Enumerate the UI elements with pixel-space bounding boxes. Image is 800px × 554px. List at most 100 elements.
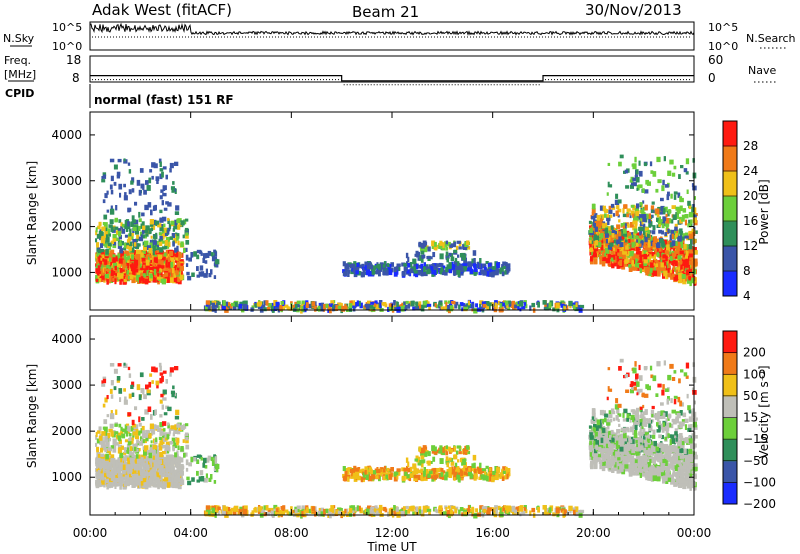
velocity-cell bbox=[141, 462, 146, 467]
velocity-cell bbox=[159, 377, 163, 384]
power-cell bbox=[357, 300, 361, 307]
power-cell bbox=[645, 269, 648, 276]
power-cell bbox=[147, 202, 152, 208]
power-cell bbox=[637, 257, 641, 260]
power-cell bbox=[110, 175, 114, 182]
power-cell bbox=[148, 177, 152, 184]
power-cell bbox=[263, 300, 267, 305]
power-cell bbox=[592, 203, 596, 210]
power-cell bbox=[406, 261, 409, 267]
freq-unit-label: [MHz] bbox=[4, 68, 36, 81]
velocity-cell bbox=[179, 463, 184, 469]
power-cell bbox=[144, 251, 147, 257]
velocity-cell bbox=[110, 458, 113, 464]
power-cell bbox=[160, 189, 164, 193]
velocity-cell bbox=[146, 449, 151, 455]
power-cell bbox=[329, 307, 332, 314]
velocity-cell bbox=[158, 443, 163, 448]
power-cell bbox=[163, 207, 168, 211]
power-cell bbox=[599, 240, 604, 244]
power-cell bbox=[681, 274, 686, 279]
power-cell bbox=[651, 230, 656, 235]
power-cell bbox=[199, 265, 204, 271]
power-cell bbox=[625, 185, 630, 189]
velocity-cell bbox=[107, 447, 112, 451]
velocity-cell bbox=[118, 439, 122, 444]
power-cell bbox=[102, 260, 106, 266]
power-cell bbox=[107, 242, 112, 247]
power-cell bbox=[654, 240, 657, 244]
power-cell bbox=[612, 259, 615, 265]
power-cell bbox=[420, 263, 424, 269]
power-cell bbox=[641, 212, 646, 216]
power-cell bbox=[378, 300, 383, 305]
power-cell bbox=[128, 275, 131, 280]
velocity-cell bbox=[143, 394, 147, 400]
velocity-cell bbox=[174, 458, 177, 464]
velocity-cell bbox=[144, 456, 147, 462]
power-ylabel: Slant Range [km] bbox=[25, 161, 39, 265]
power-cell bbox=[136, 179, 141, 186]
velocity-cell bbox=[203, 457, 207, 464]
velocity-cell bbox=[120, 478, 124, 482]
power-cell bbox=[685, 158, 690, 165]
power-cell bbox=[196, 254, 200, 260]
power-cell bbox=[684, 235, 689, 239]
velocity-cell bbox=[124, 455, 127, 459]
power-cell bbox=[419, 269, 424, 275]
power-cell bbox=[429, 270, 434, 274]
power-cell bbox=[531, 302, 536, 308]
power-cell bbox=[118, 183, 123, 190]
power-cell bbox=[639, 224, 642, 229]
velocity-cell bbox=[164, 449, 168, 454]
power-cell bbox=[185, 233, 189, 239]
power-cell bbox=[130, 232, 134, 237]
power-cell bbox=[167, 217, 170, 221]
power-cell bbox=[115, 205, 118, 211]
power-cell bbox=[96, 233, 100, 239]
power-cell bbox=[127, 236, 132, 241]
velocity-cell bbox=[127, 447, 129, 451]
power-cell bbox=[290, 301, 293, 305]
velocity-cell bbox=[185, 423, 189, 427]
power-cell bbox=[610, 237, 614, 242]
power-cell bbox=[632, 220, 636, 225]
power-cell bbox=[637, 250, 642, 255]
power-cell bbox=[691, 262, 696, 266]
colorbar-segment bbox=[723, 221, 737, 247]
velocity-cell bbox=[126, 443, 131, 449]
power-cell bbox=[152, 262, 156, 267]
power-cell bbox=[159, 168, 164, 172]
power-cell bbox=[650, 205, 655, 210]
power-cell bbox=[112, 241, 117, 246]
velocity-cell bbox=[115, 476, 118, 481]
power-cell bbox=[173, 225, 178, 230]
power-cell bbox=[415, 301, 419, 308]
power-cell bbox=[370, 264, 373, 270]
power-cell bbox=[632, 163, 637, 170]
velocity-cell bbox=[138, 394, 142, 401]
power-cell bbox=[463, 306, 468, 311]
velocity-cell bbox=[157, 459, 162, 465]
velocity-cell bbox=[126, 457, 130, 462]
freq-tick-bottom: 8 bbox=[72, 71, 80, 85]
power-cell bbox=[100, 248, 105, 253]
power-cell bbox=[573, 304, 576, 311]
power-cell bbox=[609, 242, 614, 247]
power-cell bbox=[133, 259, 139, 266]
power-cell bbox=[148, 256, 151, 263]
power-cell bbox=[176, 224, 181, 230]
velocity-cell bbox=[97, 475, 102, 479]
power-cell bbox=[124, 257, 129, 261]
power-cell bbox=[159, 247, 164, 253]
power-cell bbox=[610, 240, 615, 244]
power-cell bbox=[153, 257, 158, 264]
power-cell bbox=[167, 244, 170, 249]
power-cell bbox=[651, 214, 654, 218]
velocity-cell bbox=[129, 479, 134, 485]
power-cell bbox=[156, 267, 159, 272]
power-cell bbox=[183, 247, 188, 252]
power-cell bbox=[623, 251, 628, 256]
velocity-cell bbox=[99, 433, 103, 437]
power-cell bbox=[639, 256, 642, 260]
